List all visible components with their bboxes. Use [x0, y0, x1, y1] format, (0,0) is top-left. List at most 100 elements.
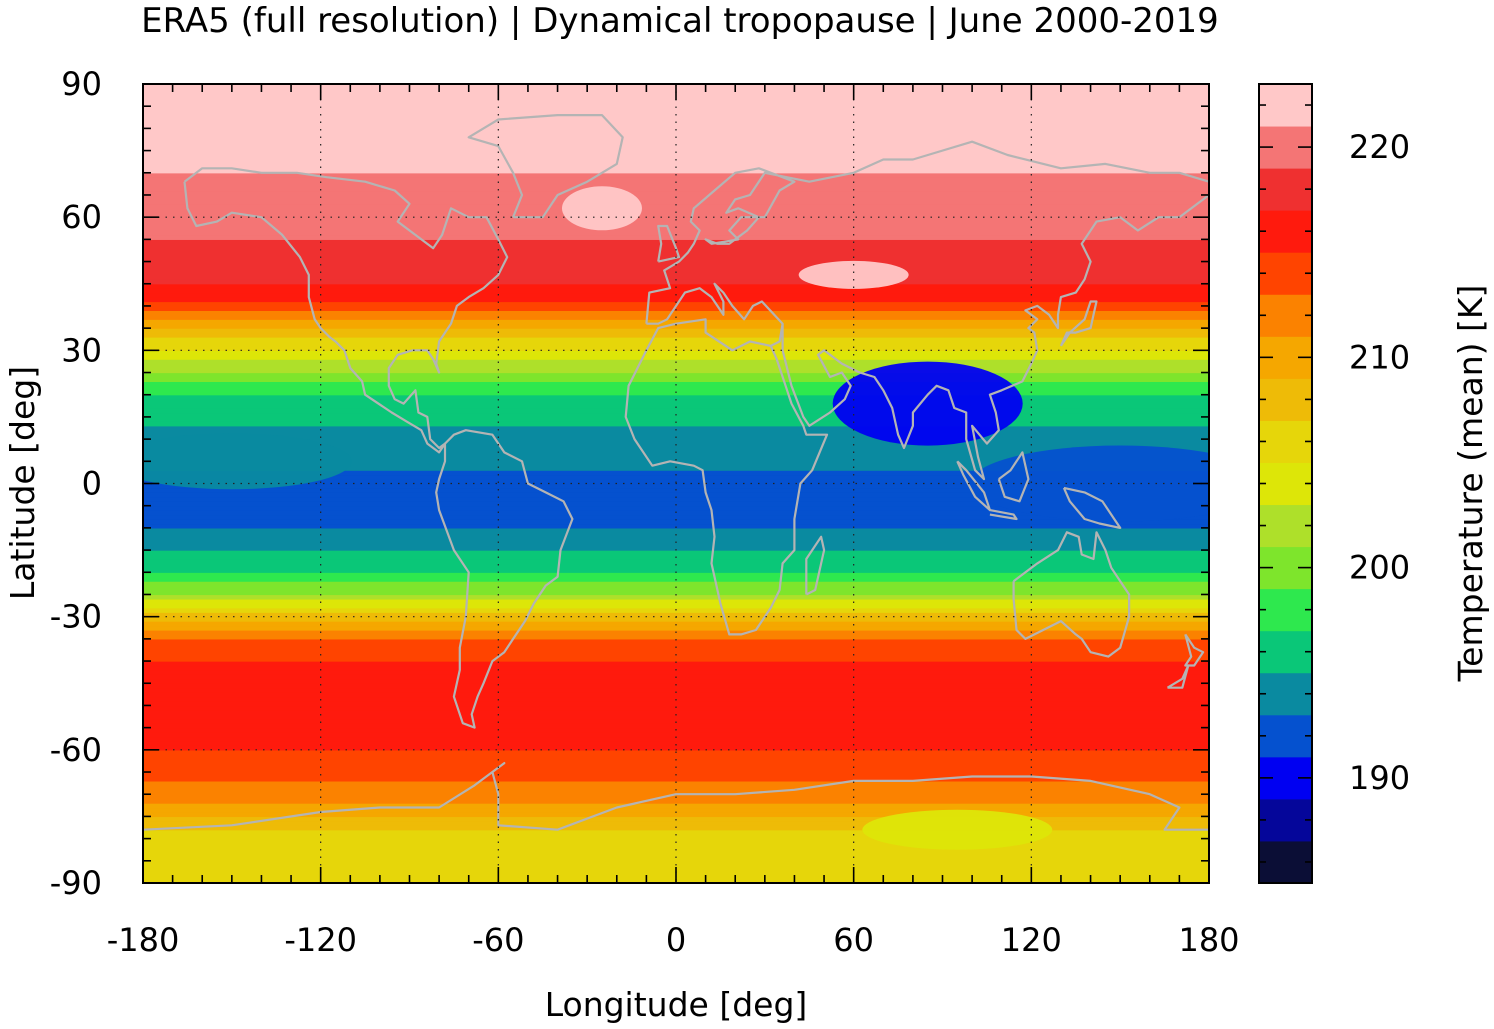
colorbar-swatch — [1259, 252, 1312, 295]
temperature-band — [143, 594, 1209, 600]
temperature-band — [143, 625, 1209, 631]
temperature-band — [143, 425, 1209, 431]
y-tick-label: 0 — [82, 465, 102, 503]
temperature-band — [143, 399, 1209, 405]
coastline — [805, 535, 826, 596]
temperature-band — [143, 683, 1209, 689]
temperature-band — [143, 709, 1209, 715]
temperature-band — [143, 452, 1209, 458]
temperature-band — [143, 221, 1209, 227]
temperature-anomaly — [970, 445, 1209, 522]
temperature-band — [143, 838, 1209, 844]
temperature-band — [143, 447, 1209, 454]
temperature-band — [143, 345, 1209, 351]
temperature-band — [143, 634, 1209, 640]
temperature-band — [143, 612, 1209, 618]
temperature-band — [143, 505, 1209, 511]
temperature-band — [143, 168, 1209, 174]
temperature-band — [143, 740, 1209, 746]
temperature-band — [143, 550, 1209, 556]
y-tick-label: 30 — [61, 331, 102, 369]
plot-area — [143, 84, 1209, 883]
colorbar-ticks — [1259, 104, 1312, 863]
x-tick-label: 180 — [1178, 921, 1239, 959]
temperature-band — [143, 581, 1209, 587]
y-tick-label: 90 — [61, 65, 102, 103]
temperature-band — [143, 416, 1209, 422]
temperature-band — [143, 150, 1209, 156]
colorbar-tick-label: 200 — [1349, 549, 1410, 587]
temperature-band — [143, 328, 1209, 334]
temperature-band — [143, 496, 1209, 502]
coastline — [1166, 664, 1190, 689]
temperature-band — [143, 376, 1209, 383]
temperature-band — [143, 803, 1209, 809]
colorbar-swatch — [1259, 630, 1312, 674]
temperature-band — [143, 758, 1209, 764]
x-axis-label: Longitude [deg] — [545, 985, 808, 1024]
colorbar-swatch — [1259, 84, 1312, 127]
colorbar-swatch — [1259, 588, 1312, 632]
x-tick-label: -120 — [284, 921, 357, 959]
temperature-band — [143, 439, 1209, 445]
coastline — [467, 114, 624, 219]
axis-ticks — [142, 83, 1210, 884]
temperature-band — [143, 860, 1209, 866]
coastline — [1059, 300, 1098, 347]
coastline — [989, 509, 1018, 521]
temperature-band — [143, 767, 1209, 773]
y-axis-label: Latitude [deg] — [3, 366, 42, 600]
coastline — [1012, 531, 1131, 658]
temperature-band — [143, 332, 1209, 338]
temperature-anomalies — [143, 186, 1209, 850]
temperature-band — [143, 603, 1209, 609]
temperature-band — [143, 563, 1209, 569]
colorbar-swatch — [1259, 420, 1312, 463]
temperature-band — [143, 598, 1209, 604]
colorbar-swatch — [1259, 168, 1312, 211]
temperature-band — [143, 807, 1209, 813]
coastline — [183, 167, 509, 454]
temperature-band — [143, 443, 1209, 449]
temperature-band — [143, 132, 1209, 138]
coastline — [435, 429, 574, 729]
temperature-band — [143, 421, 1209, 427]
temperature-band — [143, 163, 1209, 169]
temperature-band — [143, 394, 1209, 400]
temperature-band — [143, 101, 1209, 107]
temperature-anomaly — [561, 186, 642, 231]
temperature-band — [143, 523, 1209, 529]
temperature-band — [143, 363, 1209, 369]
temperature-band — [143, 567, 1209, 573]
temperature-band — [143, 536, 1209, 542]
temperature-band — [143, 714, 1209, 720]
temperature-band — [143, 661, 1209, 667]
temperature-band — [143, 736, 1209, 742]
temperature-band — [143, 408, 1209, 414]
temperature-band — [143, 350, 1209, 356]
temperature-band — [143, 785, 1209, 791]
colorbar-tick-label: 190 — [1349, 759, 1410, 797]
x-tick-label: 120 — [1001, 921, 1062, 959]
colorbar-swatch — [1259, 798, 1312, 842]
temperature-band — [143, 541, 1209, 547]
temperature-band — [143, 137, 1209, 143]
coastline — [143, 762, 1209, 831]
temperature-band — [143, 283, 1209, 289]
temperature-band — [143, 461, 1209, 467]
temperature-band — [143, 718, 1209, 724]
y-tick-labels: -90 -60 -30 0 30 60 90 — [50, 65, 102, 902]
temperature-band — [143, 190, 1209, 196]
y-tick-label: -90 — [50, 864, 102, 902]
temperature-band — [143, 403, 1209, 409]
colorbar: 190 200 210 220 Temperature (mean) [K] — [1258, 83, 1490, 884]
colorbar-swatches — [1259, 84, 1312, 884]
temperature-band — [143, 265, 1209, 272]
temperature-band — [143, 470, 1209, 476]
temperature-band — [143, 590, 1209, 596]
temperature-band — [143, 692, 1209, 698]
x-tick-label: 0 — [666, 921, 686, 959]
temperature-band — [143, 638, 1209, 644]
coastline — [624, 282, 829, 636]
temperature-band — [143, 279, 1209, 285]
